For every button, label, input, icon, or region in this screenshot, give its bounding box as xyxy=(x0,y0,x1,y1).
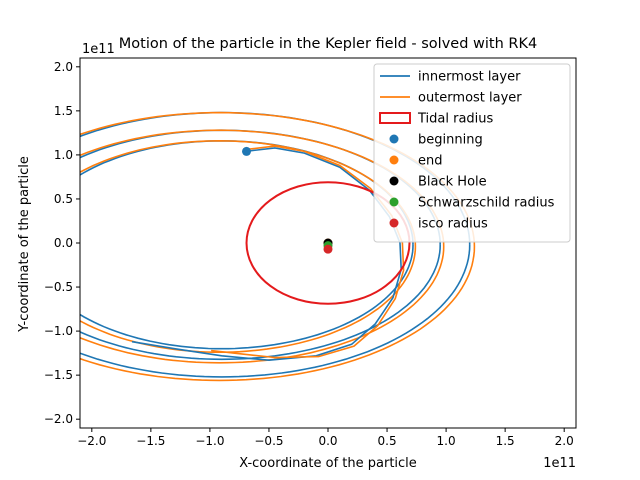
y-axis-label: Y-coordinate of the particle xyxy=(17,156,32,333)
y-tick-label: 1.0 xyxy=(54,148,73,162)
legend-label-black-hole: Black Hole xyxy=(418,175,487,190)
x-tick-label: 0.0 xyxy=(318,434,337,448)
legend-marker-schwarzschild-radius xyxy=(389,197,399,207)
x-tick-label: −0.5 xyxy=(254,434,283,448)
legend-label-isco-radius: isco radius xyxy=(418,217,488,232)
legend-marker-end xyxy=(389,155,399,165)
legend-marker-beginning xyxy=(389,134,399,144)
y-tick-label: −2.0 xyxy=(44,412,73,426)
legend-marker-black-hole xyxy=(389,176,399,186)
orbit-band-1-arc-0 xyxy=(80,111,476,382)
legend-label-tidal-radius: Tidal radius xyxy=(417,112,494,127)
y-tick-label: 2.0 xyxy=(54,60,73,74)
x-axis-offset-label: 1e11 xyxy=(543,456,576,471)
x-tick-label: −2.0 xyxy=(77,434,106,448)
legend-marker-isco-radius xyxy=(389,218,399,228)
legend-box xyxy=(373,63,571,243)
legend-label-outermost-layer: outermost layer xyxy=(418,91,522,106)
y-tick-label: −0.5 xyxy=(44,280,73,294)
legend-label-end: end xyxy=(418,154,443,169)
legend: innermost layer outermost layer Tidal radi… xyxy=(373,63,571,243)
tidal-radius-circle xyxy=(245,181,411,305)
legend-label-schwarzschild-radius: Schwarzschild radius xyxy=(418,196,555,211)
series-line-outermost-layer xyxy=(211,145,405,359)
y-tick-label: 1.5 xyxy=(54,104,73,118)
x-tick-label: 0.5 xyxy=(378,434,397,448)
legend-label-beginning: beginning xyxy=(418,133,483,148)
y-axis-offset-label: 1e11 xyxy=(82,42,115,57)
y-tick-label: 0.5 xyxy=(54,192,73,206)
x-axis-label: X-coordinate of the particle xyxy=(239,456,417,471)
x-tick-label: 1.5 xyxy=(496,434,515,448)
y-tick-label: 0.0 xyxy=(54,236,73,250)
axes: −2.0 −1.5 −1.0 −0.5 0.0 0.5 1.0 1.5 2.0 −2.0 −1.5 −… xyxy=(44,57,577,448)
x-tick-label: 2.0 xyxy=(555,434,574,448)
series-line-innermost-layer xyxy=(131,147,403,362)
legend-patch-tidal-radius xyxy=(379,112,411,124)
marker-isco-radius xyxy=(323,244,333,254)
orbit-band-1-arc-2 xyxy=(80,139,417,354)
orbit-band-1-arc-1 xyxy=(80,129,445,364)
plot-area xyxy=(80,111,476,382)
chart-title: Motion of the particle in the Kepler fie… xyxy=(119,36,537,52)
orbit-band-0-arc-2 xyxy=(80,139,414,350)
x-tick-label: −1.0 xyxy=(195,434,224,448)
legend-label-innermost-layer: innermost layer xyxy=(418,70,521,85)
y-tick-label: −1.0 xyxy=(44,324,73,338)
x-tick-label: −1.5 xyxy=(136,434,165,448)
y-tick-label: −1.5 xyxy=(44,368,73,382)
x-tick-label: 1.0 xyxy=(437,434,456,448)
marker-beginning xyxy=(242,146,252,156)
